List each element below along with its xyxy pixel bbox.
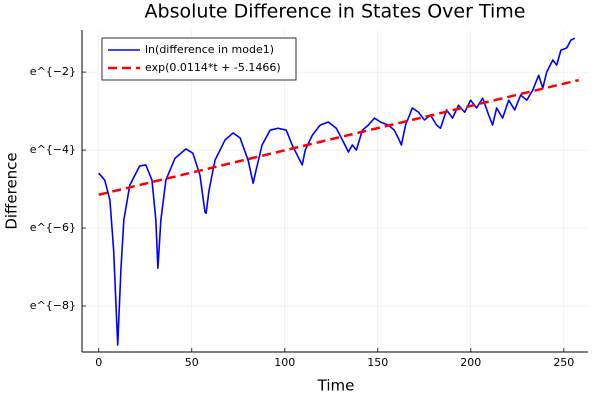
legend-label: ln(difference in mode1) bbox=[145, 43, 274, 56]
legend-label: exp(0.0114*t + -5.1466) bbox=[145, 61, 281, 74]
series-line bbox=[98, 37, 576, 346]
legend-box bbox=[101, 37, 297, 81]
y-tick-label: e^{−2} bbox=[30, 65, 76, 78]
chart-title: Absolute Difference in States Over Time bbox=[145, 1, 526, 23]
y-axis-label: Difference bbox=[3, 152, 21, 229]
series-line bbox=[98, 78, 579, 196]
x-axis-label: Time bbox=[317, 377, 355, 395]
y-tick-label: e^{−4} bbox=[30, 143, 76, 156]
x-tick-label: 150 bbox=[367, 356, 388, 369]
x-tick-label: 250 bbox=[553, 356, 574, 369]
x-tick-label: 50 bbox=[185, 356, 199, 369]
y-tick-label: e^{−6} bbox=[30, 221, 76, 234]
x-tick-label: 0 bbox=[95, 356, 102, 369]
x-tick-label: 200 bbox=[460, 356, 481, 369]
y-tick-label: e^{−8} bbox=[30, 299, 76, 312]
x-tick-label: 100 bbox=[274, 356, 295, 369]
